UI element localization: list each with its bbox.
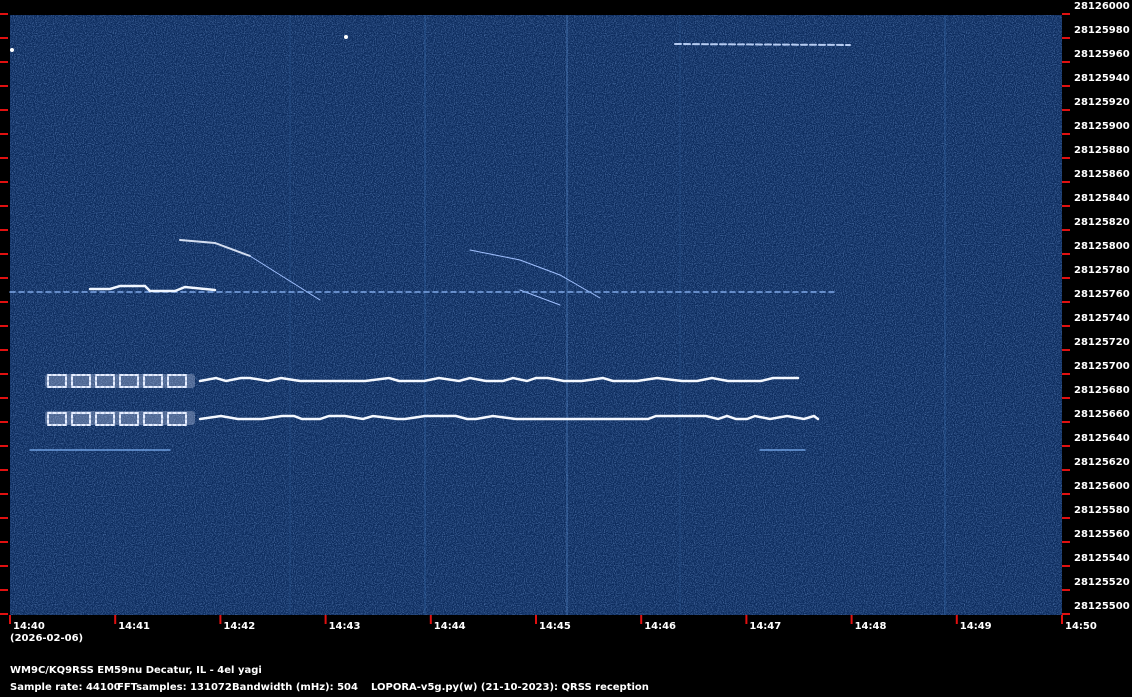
y-tick-label: 28125960 [1074,49,1130,60]
hell-glyph [119,412,139,426]
y-tick-label: 28125940 [1074,73,1130,84]
qrss-trace [198,414,820,421]
vertical-interference [289,15,946,615]
y-tick-label: 28125980 [1074,25,1130,36]
y-tick-label: 28125580 [1074,505,1130,516]
hell-glyph [95,412,115,426]
hell-glyph [119,374,139,388]
y-tick-label: 28125740 [1074,313,1130,324]
signals [9,35,851,451]
y-tick-label: 28125620 [1074,457,1130,468]
hell-glyph [71,374,91,388]
x-tick-label: 14:40 [13,621,45,632]
software: LOPORA-v5g.py(w) (21-10-2023): QRSS rece… [371,682,649,693]
hell-glyph [167,374,187,388]
y-tick-label: 28125840 [1074,193,1130,204]
y-tick-label: 28125760 [1074,289,1130,300]
hell-characters [45,374,195,425]
hell-glyph [47,374,67,388]
y-tick-label: 28125560 [1074,529,1130,540]
y-tick-label: 28125640 [1074,433,1130,444]
bandwidth: Bandwidth (mHz): 504 [232,682,358,693]
x-tick-label: 14:47 [749,621,781,632]
x-tick-label: 14:48 [855,621,887,632]
y-tick-label: 28125780 [1074,265,1130,276]
y-tick-label: 28125680 [1074,385,1130,396]
hell-glyph [143,412,163,426]
y-tick-label: 28125920 [1074,97,1130,108]
y-tick-label: 28125900 [1074,121,1130,132]
hell-glyph [71,412,91,426]
hell-glyph [95,374,115,388]
noise [10,15,1062,615]
y-tick-label: 28125700 [1074,361,1130,372]
hell-glyph [47,412,67,426]
y-tick-label: 28125500 [1074,601,1130,612]
y-tick-label: 28125520 [1074,577,1130,588]
hell-glyph [143,374,163,388]
x-tick-label: 14:46 [644,621,676,632]
x-tick-label: 14:42 [223,621,255,632]
y-tick-label: 28125880 [1074,145,1130,156]
y-tick-label: 28125800 [1074,241,1130,252]
station-info: WM9C/KQ9RSS EM59nu Decatur, IL - 4el yag… [10,665,262,676]
y-tick-label: 28125540 [1074,553,1130,564]
x-tick-label: 14:43 [329,621,361,632]
x-tick-label: 14:45 [539,621,571,632]
y-tick-label: 28125720 [1074,337,1130,348]
date-label: (2026-02-06) [10,633,83,644]
waterfall [9,15,1062,615]
fft-samples: FFTsamples: 131072 [117,682,232,693]
qrss-trace [198,376,800,383]
y-tick-label: 28125860 [1074,169,1130,180]
hell-glyph [167,412,187,426]
x-tick-label: 14:41 [118,621,150,632]
x-tick-label: 14:49 [960,621,992,632]
y-tick-label: 28125820 [1074,217,1130,228]
y-tick-label: 28125600 [1074,481,1130,492]
x-tick-label: 14:50 [1065,621,1097,632]
y-tick-label: 28126000 [1074,1,1130,12]
y-tick-label: 28125660 [1074,409,1130,420]
sample-rate: Sample rate: 44100 [10,682,121,693]
x-tick-label: 14:44 [434,621,466,632]
